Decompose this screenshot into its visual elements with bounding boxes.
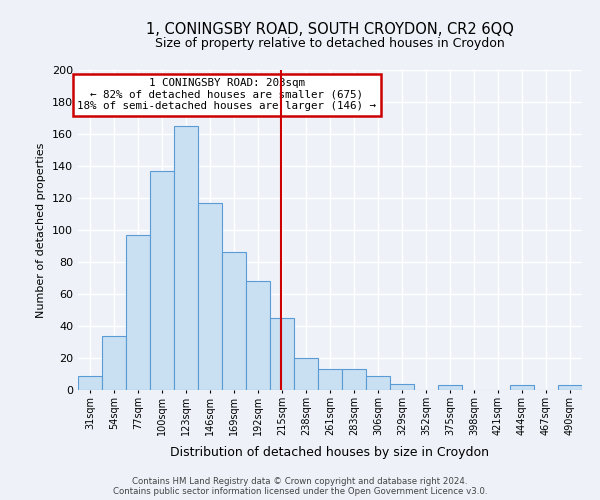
Bar — [390, 384, 414, 390]
Bar — [150, 171, 174, 390]
Text: Contains public sector information licensed under the Open Government Licence v3: Contains public sector information licen… — [113, 487, 487, 496]
Bar — [102, 336, 126, 390]
Y-axis label: Number of detached properties: Number of detached properties — [37, 142, 46, 318]
Bar — [126, 235, 150, 390]
Bar — [558, 385, 582, 390]
Bar — [270, 318, 294, 390]
Bar — [366, 376, 390, 390]
Bar — [342, 369, 366, 390]
Bar — [294, 358, 318, 390]
Text: 1, CONINGSBY ROAD, SOUTH CROYDON, CR2 6QQ: 1, CONINGSBY ROAD, SOUTH CROYDON, CR2 6Q… — [146, 22, 514, 38]
Bar — [222, 252, 246, 390]
Text: Contains HM Land Registry data © Crown copyright and database right 2024.: Contains HM Land Registry data © Crown c… — [132, 478, 468, 486]
Text: Size of property relative to detached houses in Croydon: Size of property relative to detached ho… — [155, 38, 505, 51]
Bar — [510, 385, 534, 390]
X-axis label: Distribution of detached houses by size in Croydon: Distribution of detached houses by size … — [170, 446, 490, 459]
Bar — [438, 385, 462, 390]
Bar — [318, 369, 342, 390]
Bar — [246, 281, 270, 390]
Bar — [198, 203, 222, 390]
Bar — [78, 376, 102, 390]
Bar — [174, 126, 198, 390]
Text: 1 CONINGSBY ROAD: 203sqm
← 82% of detached houses are smaller (675)
18% of semi-: 1 CONINGSBY ROAD: 203sqm ← 82% of detach… — [77, 78, 376, 111]
